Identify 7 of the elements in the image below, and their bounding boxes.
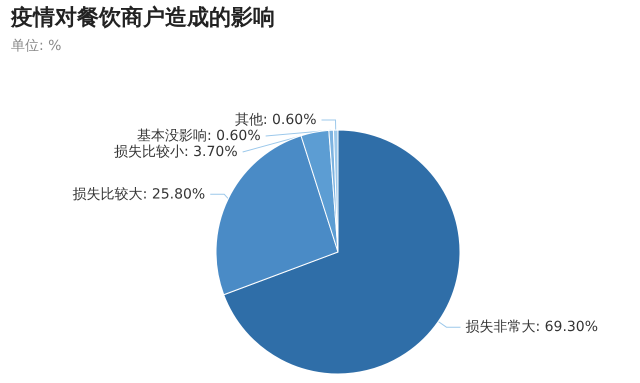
slice-label: 损失比较大: 25.80% <box>72 186 206 202</box>
slice-label: 其他: 0.60% <box>234 112 317 128</box>
slice-label: 损失非常大: 69.30% <box>465 319 598 336</box>
slice-label: 损失比较小: 3.70% <box>114 144 238 160</box>
chart-subtitle: 单位: % <box>11 38 62 54</box>
chart-title: 疫情对餐饮商户造成的影响 <box>10 4 275 30</box>
slice-label: 基本没影响: 0.60% <box>137 128 261 144</box>
